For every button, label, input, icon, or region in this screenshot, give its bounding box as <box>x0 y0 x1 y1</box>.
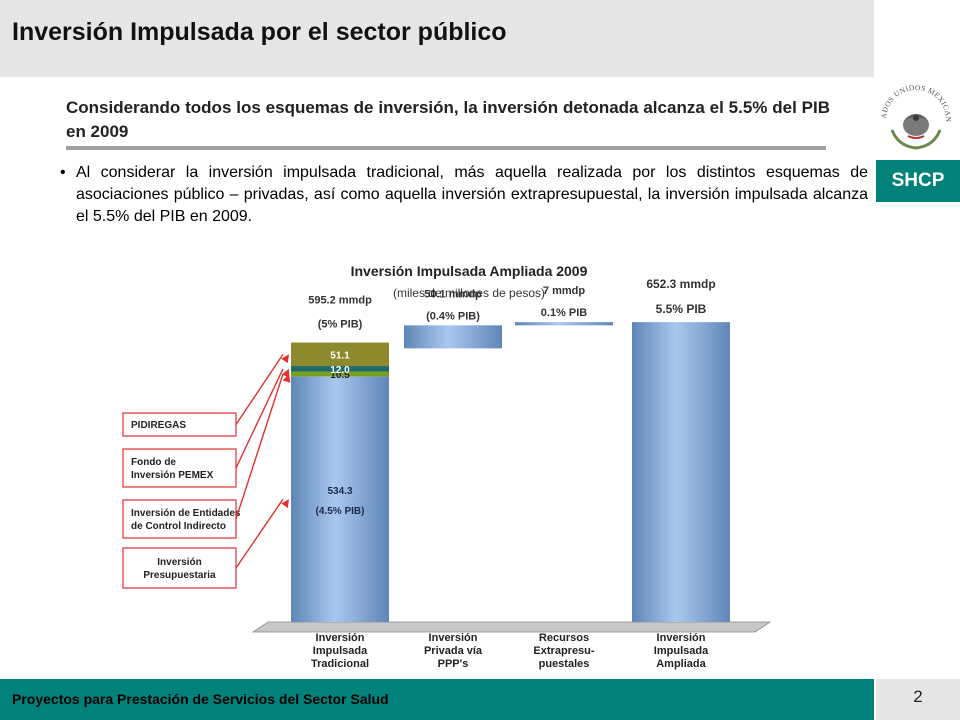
callout-label: Presupuestaria <box>143 570 216 581</box>
data-label: 652.3 mmdp <box>646 277 715 291</box>
callout-arrowhead <box>281 354 289 364</box>
data-label: 0.1% PIB <box>541 307 588 319</box>
data-label: 5.5% PIB <box>656 302 707 316</box>
category-label: Impulsada <box>654 645 709 657</box>
category-label: Impulsada <box>313 645 368 657</box>
callout-label: Inversión de Entidades <box>131 508 241 519</box>
bar-segment <box>291 342 389 367</box>
callout-arrow <box>235 498 284 569</box>
callout-label: Inversión PEMEX <box>131 470 214 481</box>
callout-label: Inversión <box>157 557 201 568</box>
headline-underline <box>66 146 826 150</box>
callout-arrowhead <box>281 368 290 378</box>
chart-subtitle: (miles de millones de pesos) <box>393 286 545 300</box>
bar-segment <box>291 371 389 377</box>
bullet-text: Al considerar la inversión impulsada tra… <box>76 164 868 225</box>
chart-title: Inversión Impulsada Ampliada 2009 <box>351 263 588 279</box>
shcp-brand-badge: SHCP <box>876 160 960 202</box>
data-label: (0.4% PIB) <box>426 310 480 322</box>
coat-of-arms-logo: ESTADOS UNIDOS MEXICANOS <box>878 80 953 150</box>
callout-arrow <box>235 353 284 425</box>
bar-segment <box>291 366 389 372</box>
data-label: (5% PIB) <box>318 319 363 331</box>
callout-label: de Control Indirecto <box>131 521 226 532</box>
waterfall-chart: Inversión Impulsada Ampliada 2009 (miles … <box>122 263 772 670</box>
callout-box <box>122 547 237 589</box>
category-label: Inversión <box>657 632 706 644</box>
category-label: Recursos <box>539 632 589 644</box>
callout-label: Fondo de <box>131 457 176 468</box>
category-label: Tradicional <box>311 658 369 670</box>
data-label: 51.1 <box>330 350 350 361</box>
total-bar <box>632 322 730 622</box>
callout-arrow <box>235 373 284 520</box>
category-label: puestales <box>539 658 590 670</box>
data-label: 534.3 <box>327 486 352 497</box>
data-label: 50.1 mmdp <box>424 288 482 300</box>
floating-bar <box>515 322 613 326</box>
category-label: Inversión <box>429 632 478 644</box>
data-label: 10.5 <box>330 370 350 381</box>
floating-bar <box>404 325 502 349</box>
title-bar: Inversión Impulsada por el sector públic… <box>0 0 874 77</box>
bullet-marker: • <box>60 164 66 181</box>
data-label: 7 mmdp <box>543 285 585 297</box>
bullet-point: • Al considerar la inversión impulsada t… <box>60 162 868 228</box>
page-title: Inversión Impulsada por el sector públic… <box>12 18 507 46</box>
category-label: Inversión <box>316 632 365 644</box>
headline: Considerando todos los esquemas de inver… <box>66 98 830 141</box>
data-label: (4.5% PIB) <box>316 506 365 517</box>
category-label: Ampliada <box>656 658 706 670</box>
footer-bar: Proyectos para Prestación de Servicios d… <box>0 679 874 720</box>
callout-arrowhead <box>282 373 291 383</box>
category-label: Extrapresu- <box>533 645 594 657</box>
page-number: 2 <box>876 679 960 720</box>
data-label: 595.2 mmdp <box>308 295 372 307</box>
category-label: Privada vía <box>424 645 483 657</box>
callout-box <box>122 448 237 488</box>
chart-floor <box>251 621 772 633</box>
callout-arrowhead <box>281 499 289 509</box>
data-label: 12.0 <box>330 365 350 376</box>
callout-arrow <box>235 368 284 469</box>
callout-label: PIDIREGAS <box>131 420 186 431</box>
category-label: PPP's <box>438 658 469 670</box>
footer-text: Proyectos para Prestación de Servicios d… <box>12 691 389 707</box>
callout-box <box>122 499 237 539</box>
bar-segment <box>291 376 389 622</box>
